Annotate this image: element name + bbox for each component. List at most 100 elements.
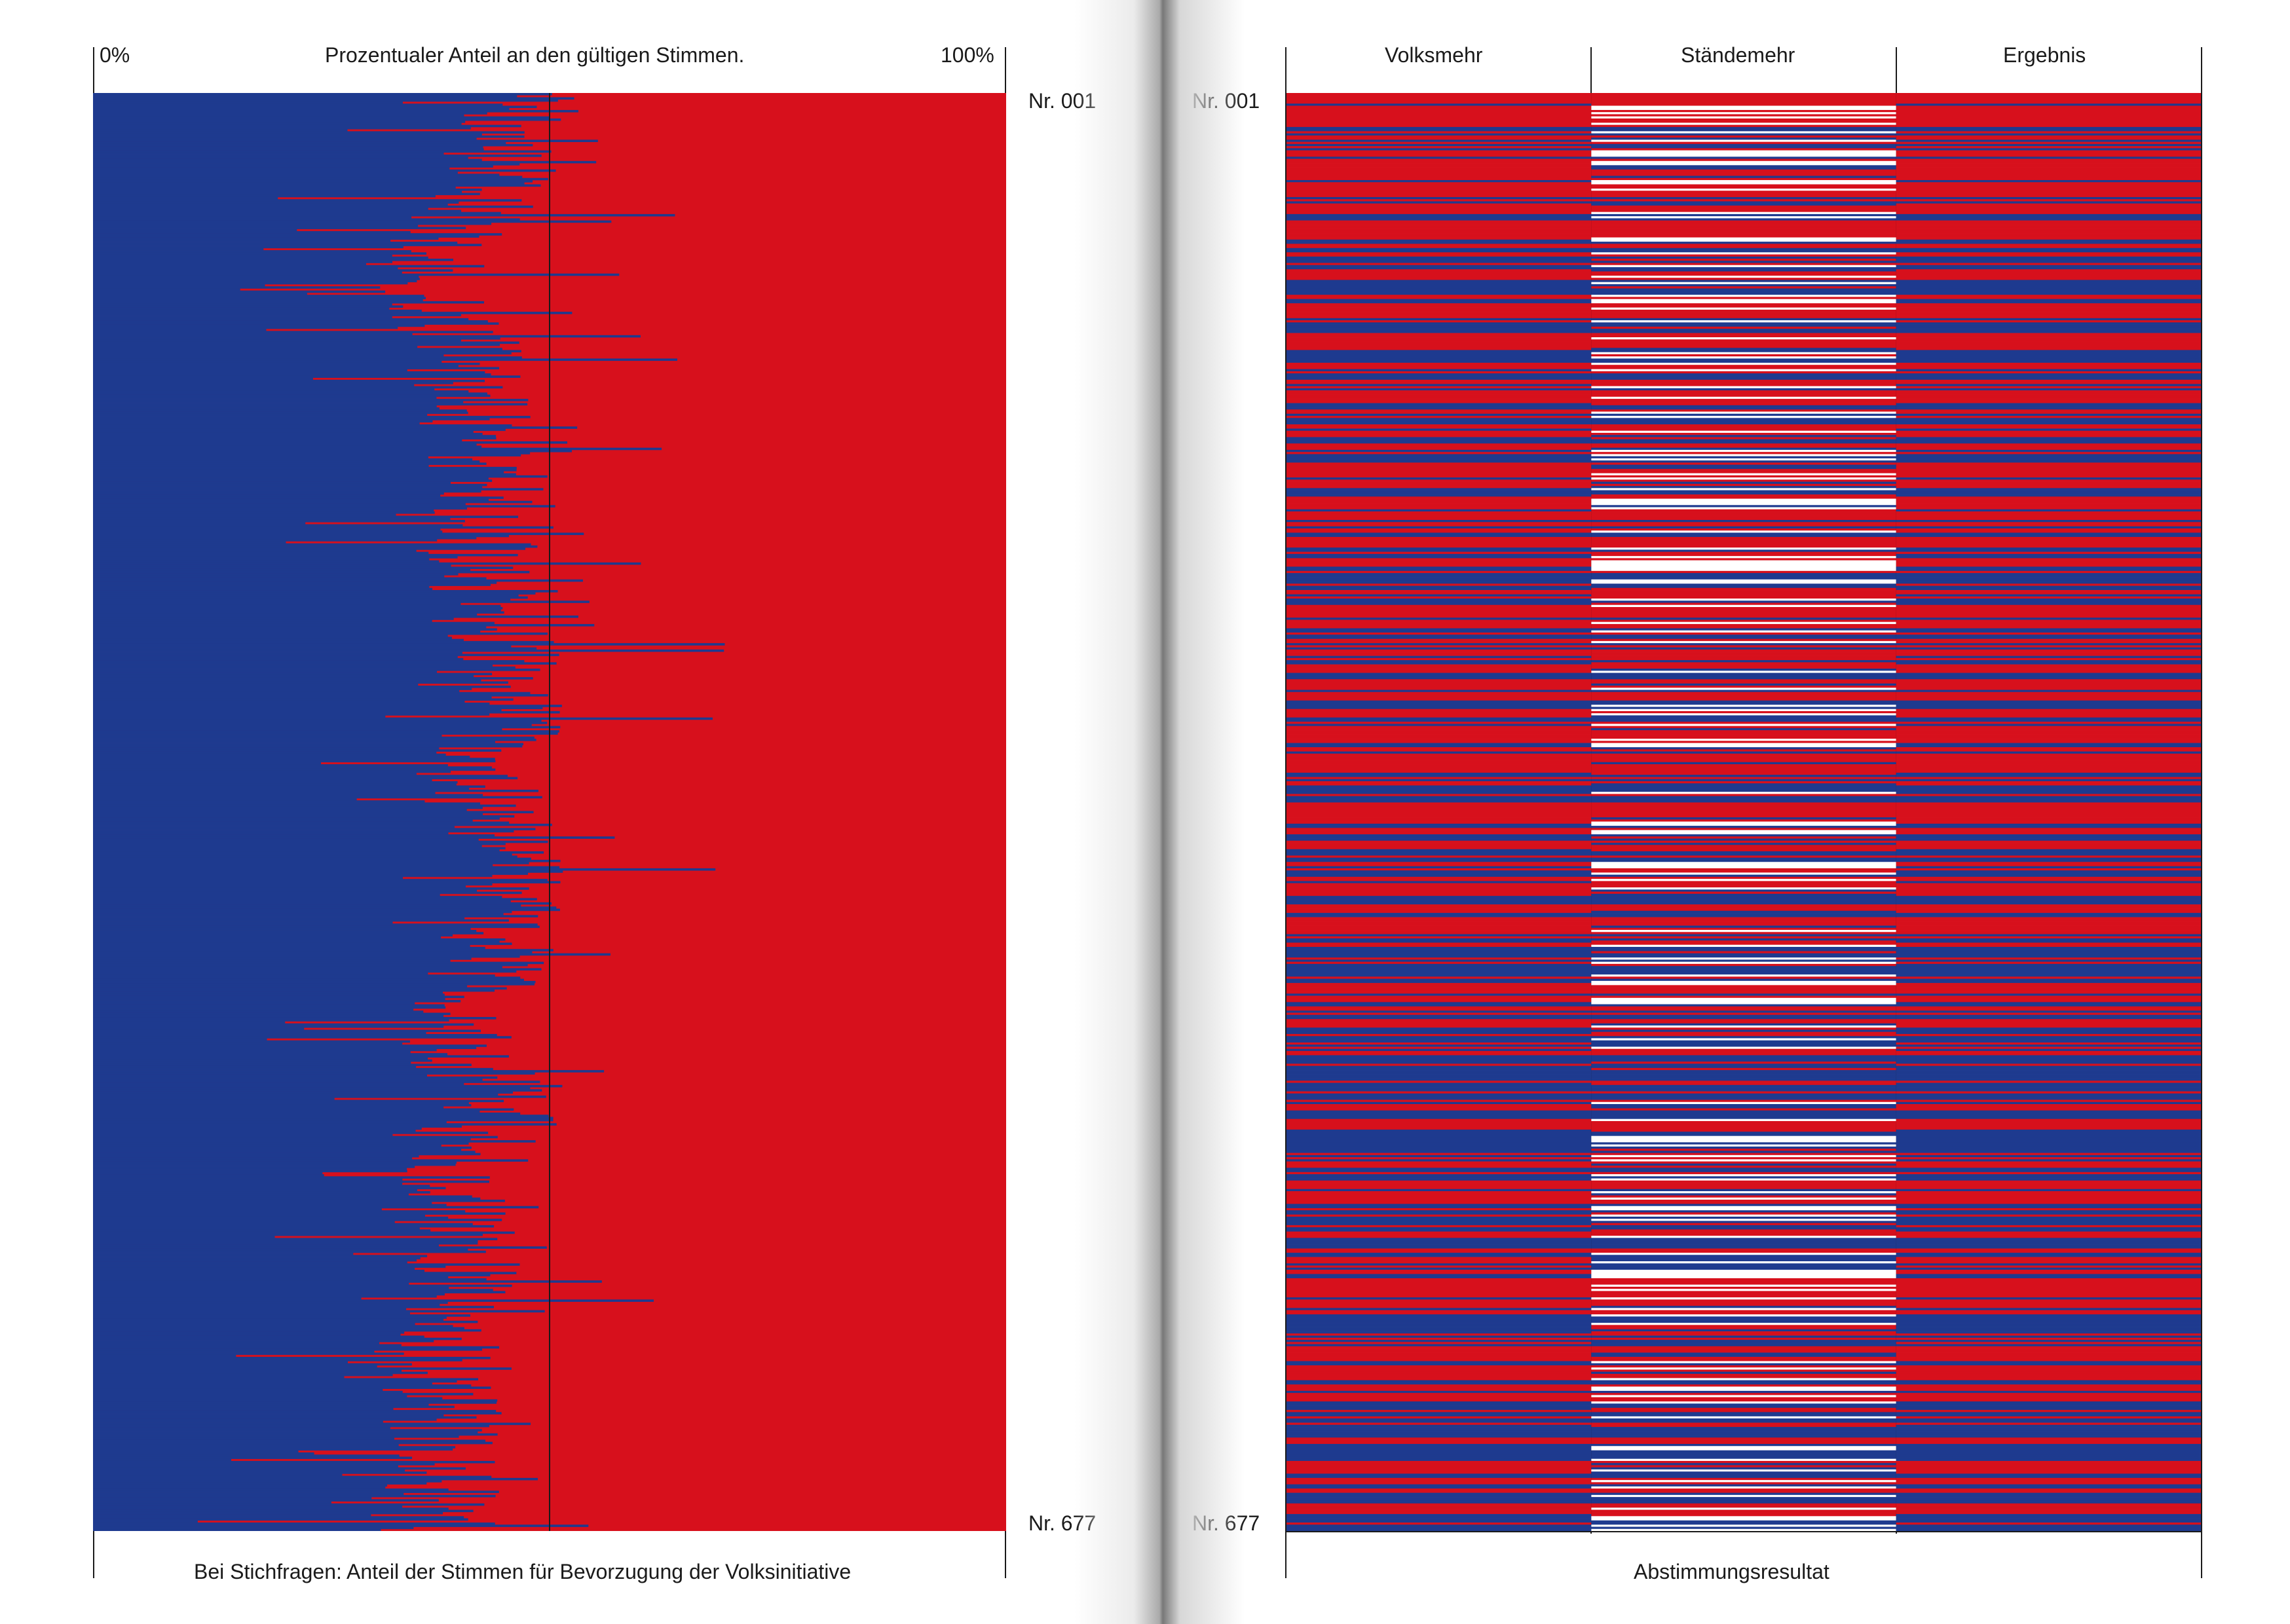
cell-volksmehr [1286, 1376, 1592, 1378]
cell-staendemehr [1591, 222, 1896, 225]
cell-volksmehr [1286, 908, 1592, 912]
cell-volksmehr [1286, 1348, 1592, 1351]
bar-yes-share [93, 530, 443, 533]
cell-ergebnis [1896, 657, 2201, 661]
cell-volksmehr [1286, 390, 1592, 393]
cell-ergebnis [1896, 806, 2201, 809]
cell-staendemehr [1591, 800, 1896, 803]
cell-staendemehr [1591, 859, 1896, 862]
cell-volksmehr [1286, 583, 1592, 586]
cell-staendemehr [1591, 299, 1896, 302]
cell-staendemehr [1591, 388, 1896, 391]
cell-volksmehr [1286, 838, 1592, 841]
cell-volksmehr [1286, 242, 1592, 244]
bar-yes-share [93, 1244, 439, 1247]
bar-yes-share [93, 1312, 410, 1315]
cell-volksmehr [1286, 1185, 1592, 1187]
cell-volksmehr [1286, 688, 1592, 690]
bar-yes-share [93, 813, 483, 816]
bar-yes-share [93, 1441, 493, 1445]
cell-staendemehr [1591, 739, 1896, 741]
cell-staendemehr [1591, 464, 1896, 468]
bar-yes-share [93, 566, 514, 569]
cell-ergebnis [1896, 575, 2201, 578]
cell-staendemehr [1591, 698, 1896, 701]
bar-yes-share [93, 1099, 504, 1103]
cell-volksmehr [1286, 575, 1592, 578]
cell-staendemehr [1591, 717, 1896, 720]
bar-yes-share [93, 1329, 481, 1332]
cell-volksmehr [1286, 384, 1592, 386]
cell-volksmehr [1286, 1134, 1592, 1137]
bar-yes-share [93, 798, 357, 801]
cell-volksmehr [1286, 1104, 1592, 1107]
footer-label: Bei Stichfragen: Anteil der Stimmen für … [194, 1560, 852, 1583]
cell-ergebnis [1896, 957, 2201, 960]
cell-volksmehr [1286, 770, 1592, 773]
bar-yes-share [93, 826, 455, 828]
cell-volksmehr [1286, 611, 1592, 614]
cell-volksmehr [1286, 1112, 1592, 1115]
cell-ergebnis [1896, 213, 2201, 217]
bar-yes-share [93, 1507, 449, 1510]
bar-yes-share [93, 587, 433, 591]
cell-ergebnis [1896, 237, 2201, 240]
cell-staendemehr [1591, 673, 1896, 676]
cell-volksmehr [1286, 1223, 1592, 1226]
cell-ergebnis [1896, 143, 2201, 147]
cell-staendemehr [1591, 1070, 1896, 1073]
cell-staendemehr [1591, 1282, 1896, 1285]
bar-yes-share [93, 301, 484, 304]
cell-ergebnis [1896, 208, 2201, 210]
cell-ergebnis [1896, 196, 2201, 200]
bar-yes-share [93, 1342, 380, 1344]
cell-volksmehr [1286, 1308, 1592, 1311]
cell-ergebnis [1896, 1435, 2201, 1438]
cell-volksmehr [1286, 103, 1592, 106]
cell-ergebnis [1896, 596, 2201, 599]
cell-volksmehr [1286, 411, 1592, 415]
cell-staendemehr [1591, 785, 1896, 788]
bar-yes-share [93, 509, 434, 512]
cell-staendemehr [1591, 575, 1896, 578]
cell-ergebnis [1896, 288, 2201, 291]
cell-volksmehr [1286, 261, 1592, 263]
bar-yes-share [93, 1040, 410, 1043]
cell-ergebnis [1896, 1284, 2201, 1287]
bar-yes-share [93, 758, 495, 760]
bar-yes-share [93, 934, 453, 937]
cell-volksmehr [1286, 528, 1592, 531]
cell-ergebnis [1896, 891, 2201, 895]
cell-ergebnis [1896, 1082, 2201, 1086]
cell-ergebnis [1896, 855, 2201, 858]
cell-staendemehr [1591, 515, 1896, 519]
cell-volksmehr [1286, 647, 1592, 650]
cell-staendemehr [1591, 1342, 1896, 1344]
cell-staendemehr [1591, 422, 1896, 425]
cell-volksmehr [1286, 405, 1592, 408]
cell-volksmehr [1286, 1014, 1592, 1018]
cell-volksmehr [1286, 494, 1592, 497]
cell-staendemehr [1591, 630, 1896, 633]
cell-volksmehr [1286, 179, 1592, 183]
bar-yes-share [93, 910, 512, 913]
cell-staendemehr [1591, 893, 1896, 896]
bar-yes-share [93, 700, 465, 703]
cell-volksmehr [1286, 766, 1592, 769]
bar-yes-share [93, 1448, 453, 1451]
cell-ergebnis [1896, 462, 2201, 466]
cell-staendemehr [1591, 492, 1896, 495]
cell-ergebnis [1896, 845, 2201, 847]
cell-staendemehr [1591, 997, 1896, 1001]
cell-volksmehr [1286, 621, 1592, 625]
cell-ergebnis [1896, 1348, 2201, 1351]
cell-volksmehr [1286, 1365, 1592, 1368]
cell-staendemehr [1591, 1127, 1896, 1130]
cell-volksmehr [1286, 1191, 1592, 1194]
cell-volksmehr [1286, 1195, 1592, 1198]
cell-staendemehr [1591, 1265, 1896, 1268]
bar-yes-share [93, 356, 522, 359]
bar-yes-share [93, 522, 306, 525]
cell-staendemehr [1591, 1376, 1896, 1378]
cell-staendemehr [1591, 724, 1896, 726]
